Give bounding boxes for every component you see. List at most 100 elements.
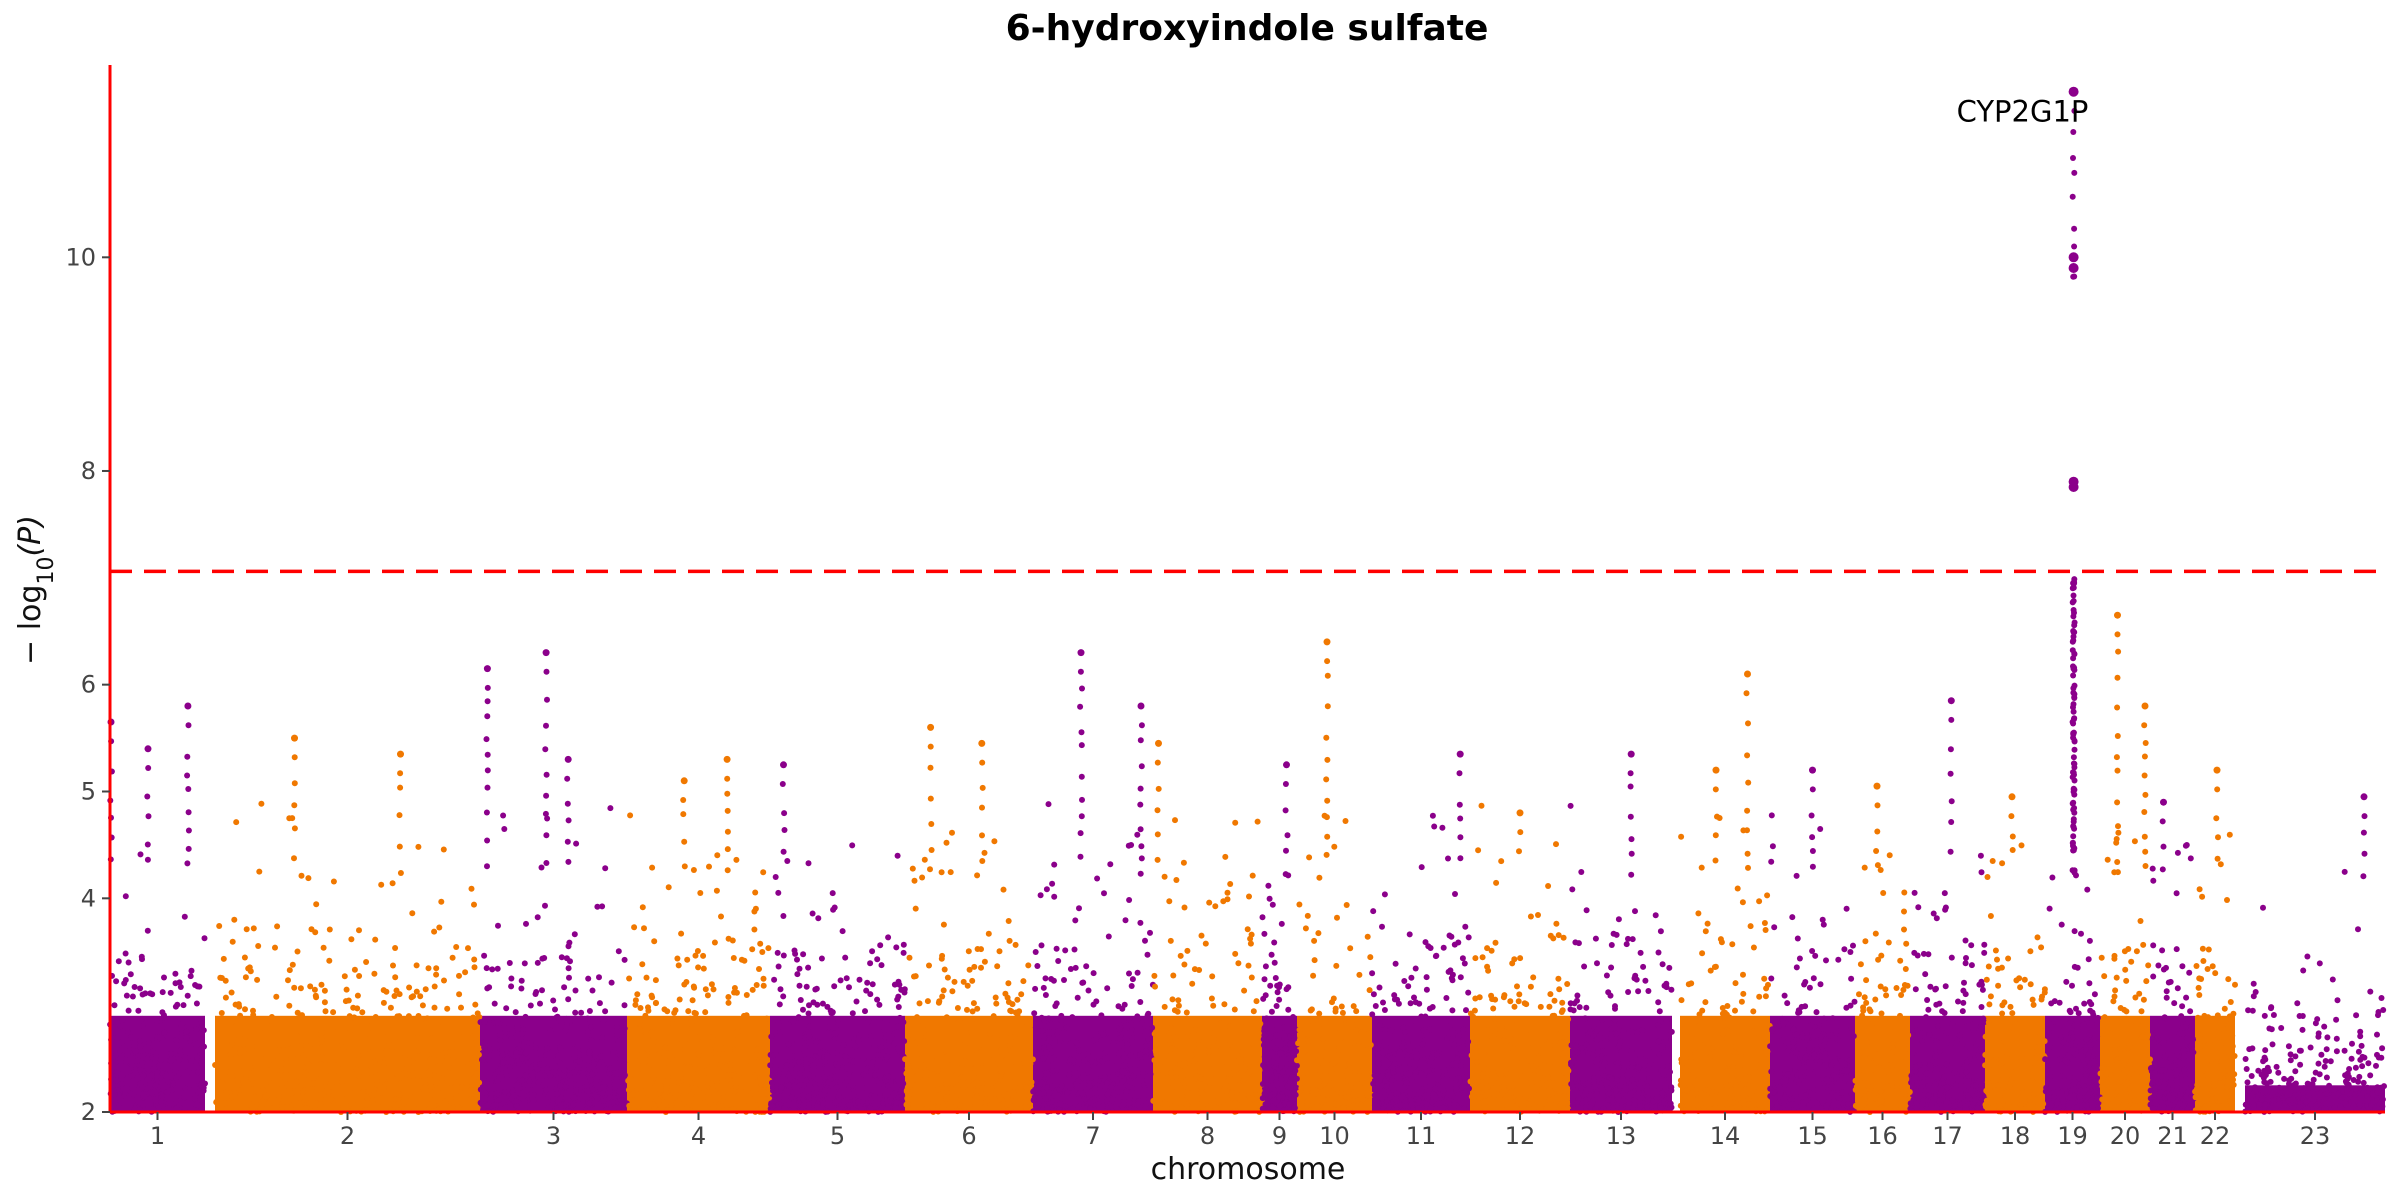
snp-point xyxy=(1004,994,1011,1001)
snp-point xyxy=(805,1102,812,1108)
snp-point xyxy=(1415,1098,1422,1105)
snp-point xyxy=(1979,986,1986,993)
snp-point xyxy=(984,1083,991,1090)
snp-point xyxy=(1825,1078,1832,1085)
snp-point xyxy=(414,1034,421,1041)
snp-point xyxy=(1678,997,1685,1004)
snp-point xyxy=(831,1030,838,1037)
snp-point xyxy=(1285,1006,1292,1013)
snp-point xyxy=(615,1039,622,1046)
snp-point xyxy=(1325,1089,1332,1096)
snp-point xyxy=(1239,1048,1246,1055)
snp-point xyxy=(850,1058,857,1065)
snp-point xyxy=(599,903,606,910)
snp-point xyxy=(279,1104,286,1111)
snp-point xyxy=(304,1060,311,1067)
snp-point xyxy=(509,1028,516,1035)
snp-point xyxy=(1925,1006,1932,1013)
snp-point xyxy=(1488,1020,1495,1027)
snp-point xyxy=(1545,883,1552,889)
snp-point xyxy=(431,1004,438,1011)
snp-point xyxy=(1053,945,1060,952)
snp-point xyxy=(1716,1100,1723,1107)
snp-point xyxy=(324,1021,331,1028)
snp-point xyxy=(255,1087,262,1094)
snp-point xyxy=(1126,1078,1133,1085)
snp-point xyxy=(547,1073,554,1080)
snp-point xyxy=(1194,1048,1200,1055)
snp-point xyxy=(705,1039,712,1045)
snp-point xyxy=(824,1024,831,1030)
snp-point xyxy=(1298,1085,1305,1092)
snp-point xyxy=(1904,982,1911,989)
snp-point xyxy=(843,1021,849,1027)
snp-point xyxy=(1864,1073,1871,1080)
snp-point xyxy=(326,926,333,933)
snp-point xyxy=(835,1021,842,1028)
snp-point xyxy=(777,1029,784,1036)
snp-point xyxy=(759,949,766,955)
snp-point xyxy=(285,1098,292,1105)
snp-point xyxy=(1646,1075,1653,1082)
snp-point xyxy=(1564,1087,1571,1094)
snp-point xyxy=(1866,1055,1873,1062)
snp-point xyxy=(1943,1099,1950,1106)
snp-point xyxy=(176,1064,182,1070)
snp-point xyxy=(1806,984,1813,991)
snp-point xyxy=(1941,890,1948,897)
snp-point xyxy=(591,1060,598,1067)
snp-point xyxy=(193,1026,200,1033)
snp-point xyxy=(1767,1085,1774,1092)
snp-point xyxy=(1500,1061,1507,1068)
snp-point xyxy=(1845,1101,1851,1108)
snp-point xyxy=(1375,1068,1382,1074)
snp-point xyxy=(626,1102,633,1109)
snp-point xyxy=(417,993,424,1000)
snp-point xyxy=(1163,1104,1170,1111)
snp-point xyxy=(1118,1048,1125,1055)
snp-point xyxy=(154,1034,161,1040)
snp-point xyxy=(1610,930,1617,937)
snp-point xyxy=(2027,948,2034,955)
snp-point xyxy=(1250,1031,1257,1038)
snp-point xyxy=(380,999,387,1006)
snp-point xyxy=(1343,902,1350,908)
snp-point xyxy=(353,1081,360,1088)
snp-point xyxy=(333,1056,339,1063)
snp-point xyxy=(1916,1071,1923,1078)
snp-point xyxy=(898,1100,905,1106)
snp-point xyxy=(1575,1096,1582,1103)
snp-point xyxy=(428,1035,435,1042)
snp-point xyxy=(550,1096,557,1102)
snp-point xyxy=(734,1042,741,1049)
snp-point xyxy=(1568,1081,1575,1087)
snp-point xyxy=(553,1057,560,1064)
snp-point xyxy=(268,1099,275,1106)
snp-point xyxy=(651,938,658,945)
snp-point xyxy=(1296,1026,1303,1033)
snp-point xyxy=(1177,952,1184,959)
snp-point xyxy=(734,1028,741,1035)
snp-point xyxy=(1852,1102,1859,1109)
snp-point xyxy=(298,1068,305,1075)
snp-point xyxy=(366,1035,373,1042)
snp-point xyxy=(1678,1056,1685,1063)
snp-point xyxy=(778,1084,785,1091)
snp-point xyxy=(1729,941,1736,948)
snp-point xyxy=(565,996,572,1003)
snp-point xyxy=(686,1020,693,1027)
snp-point xyxy=(1330,1044,1337,1051)
snp-point xyxy=(1902,1059,1909,1065)
snp-point xyxy=(873,1077,880,1084)
snp-point xyxy=(391,993,398,999)
snp-point xyxy=(1465,989,1472,996)
snp-point xyxy=(311,986,318,993)
snp-point xyxy=(1345,1093,1352,1100)
snp-point xyxy=(601,1079,608,1086)
snp-point xyxy=(385,1081,392,1088)
snp-point xyxy=(803,1056,810,1063)
snp-point xyxy=(153,1052,159,1059)
snp-point xyxy=(1552,1085,1559,1092)
snp-point xyxy=(1317,1083,1324,1090)
snp-point xyxy=(1271,959,1278,966)
